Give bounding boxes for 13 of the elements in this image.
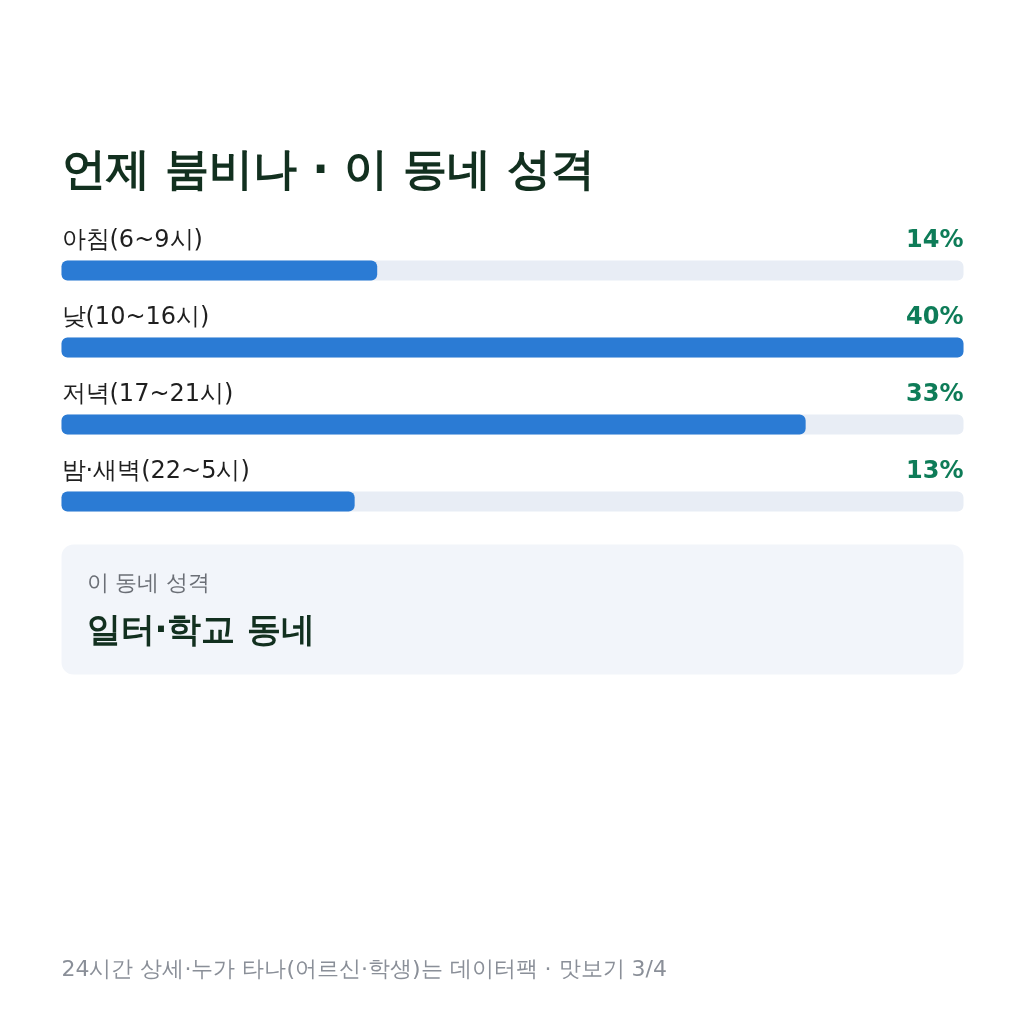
text: 이 동네 성격 xyxy=(86,570,211,595)
bar xyxy=(61,491,355,512)
text: 일터·학교 동네 xyxy=(86,608,316,649)
chart-title: 언제 붐비나 · 이 동네 성격 xyxy=(61,143,595,194)
y-tick-label: 낮(10~16시) xyxy=(61,301,210,330)
y-tick-label: 아침(6~9시) xyxy=(61,224,203,253)
data-label: 40% xyxy=(906,301,964,330)
y-tick-label: 밤·새벽(22~5시) xyxy=(61,455,250,484)
data-label: 33% xyxy=(906,378,964,407)
text: 24시간 상세·누가 타나(어르신·학생)는 데이터팩 · 맛보기 3/4 xyxy=(61,956,668,981)
y-tick-label: 저녁(17~21시) xyxy=(61,378,234,407)
data-label: 14% xyxy=(906,224,964,253)
data-label: 13% xyxy=(906,455,964,484)
